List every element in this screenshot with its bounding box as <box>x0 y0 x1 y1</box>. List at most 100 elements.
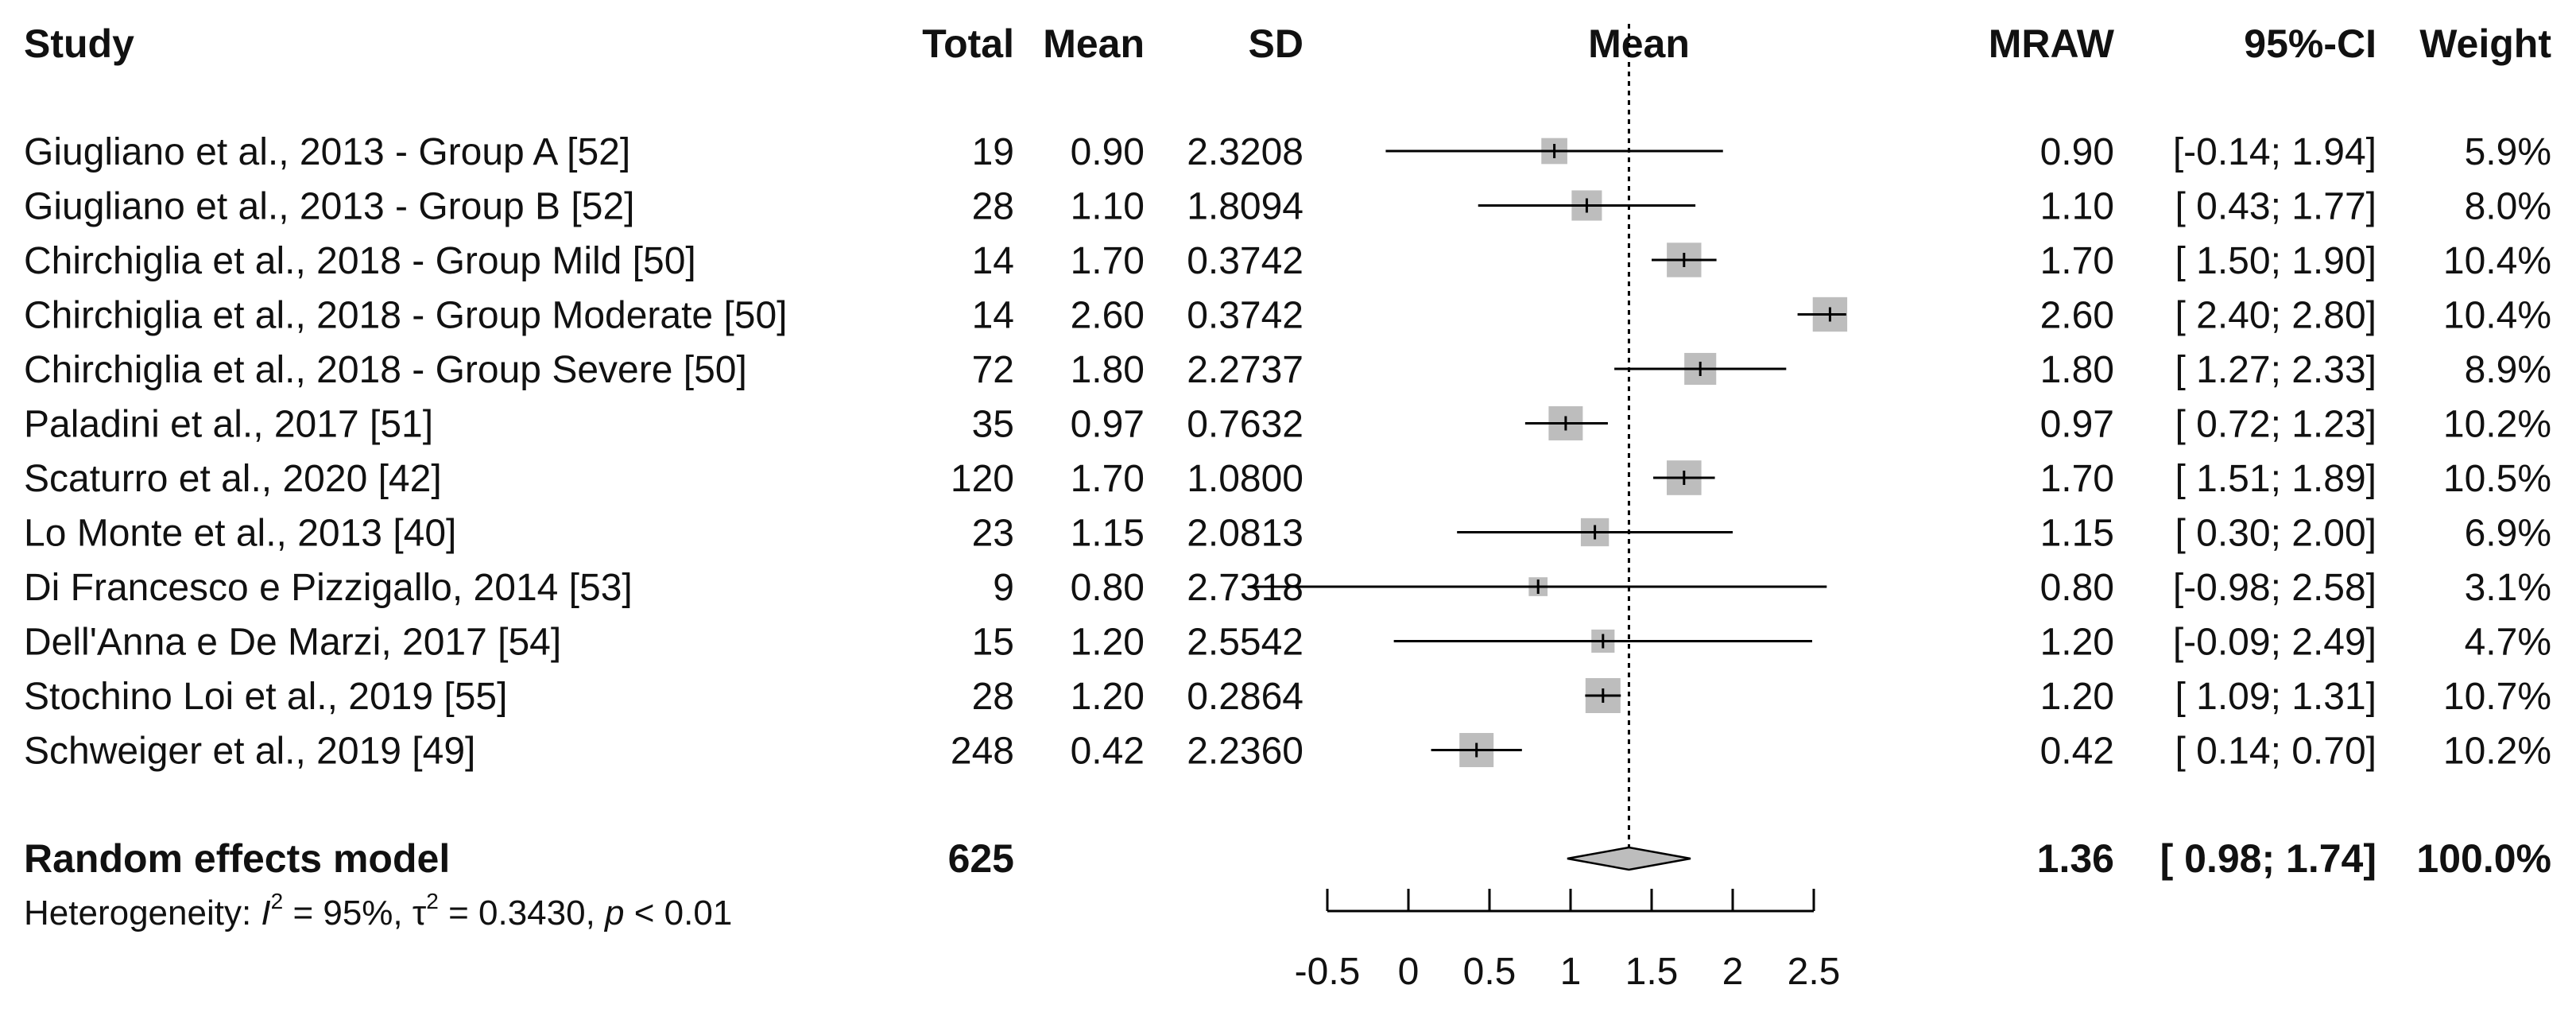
study-total: 14 <box>972 295 1014 337</box>
header-weight: Weight <box>2419 21 2551 66</box>
study-weight: 8.9% <box>2465 349 2551 391</box>
study-name: Schweiger et al., 2019 [49] <box>24 731 475 773</box>
study-sd: 2.0813 <box>1187 513 1303 555</box>
summary-label: Random effects model <box>24 836 450 881</box>
study-ci: [ 0.14; 0.70] <box>2175 731 2377 773</box>
study-weight: 8.0% <box>2465 186 2551 228</box>
study-total: 248 <box>951 731 1014 773</box>
study-sd: 2.5542 <box>1187 622 1303 664</box>
study-sd: 0.3742 <box>1187 240 1303 282</box>
study-name: Lo Monte et al., 2013 [40] <box>24 513 456 555</box>
study-total: 120 <box>951 458 1014 500</box>
summary-diamond <box>1567 846 1691 871</box>
het-tau-symbol: τ <box>413 894 427 933</box>
study-ci: [ 1.51; 1.89] <box>2175 458 2377 500</box>
study-weight: 10.2% <box>2443 404 2551 446</box>
x-tick-label: -0.5 <box>1295 951 1361 993</box>
study-sd: 2.2360 <box>1187 731 1303 773</box>
study-rows: Giugliano et al., 2013 - Group A [52] 19 0… <box>24 131 2551 773</box>
x-tick-label: 2 <box>1722 951 1744 993</box>
study-ci: [ 0.43; 1.77] <box>2175 186 2377 228</box>
study-ci: [ 1.09; 1.31] <box>2175 676 2377 718</box>
study-name: Giugliano et al., 2013 - Group B [52] <box>24 186 634 228</box>
study-total: 72 <box>972 349 1014 391</box>
study-ci: [ 0.72; 1.23] <box>2175 404 2377 446</box>
x-tick-label: 1 <box>1560 951 1582 993</box>
study-weight: 10.2% <box>2443 731 2551 773</box>
het-i2-symbol: I <box>261 894 270 933</box>
summary-ci: [ 0.98; 1.74] <box>2160 836 2377 881</box>
study-total: 35 <box>972 404 1014 446</box>
study-name: Dell'Anna e De Marzi, 2017 [54] <box>24 622 561 664</box>
summary-weight: 100.0% <box>2416 836 2551 881</box>
study-mean: 1.20 <box>1071 676 1145 718</box>
study-total: 28 <box>972 676 1014 718</box>
study-mean: 2.60 <box>1071 295 1145 337</box>
header-plot-mean: Mean <box>1588 21 1690 66</box>
het-p-symbol: p <box>603 894 624 933</box>
header-mraw: MRAW <box>1989 21 2115 66</box>
study-sd: 0.7632 <box>1187 404 1303 446</box>
study-name: Di Francesco e Pizzigallo, 2014 [53] <box>24 567 633 609</box>
study-name: Chirchiglia et al., 2018 - Group Mild [5… <box>24 240 696 282</box>
study-name: Stochino Loi et al., 2019 [55] <box>24 676 507 718</box>
study-mraw: 1.70 <box>2040 240 2114 282</box>
x-tick-label: 2.5 <box>1788 951 1841 993</box>
study-mraw: 1.20 <box>2040 622 2114 664</box>
het-tau-sup: 2 <box>426 889 439 913</box>
study-sd: 0.3742 <box>1187 295 1303 337</box>
plot-area: -0.5 0 0.5 1 1.5 2 2.5 <box>1249 24 1848 993</box>
header-study: Study <box>24 21 134 66</box>
study-mean: 1.70 <box>1071 458 1145 500</box>
x-tick-label: 0.5 <box>1463 951 1517 993</box>
study-name: Paladini et al., 2017 [51] <box>24 404 433 446</box>
study-sd: 1.0800 <box>1187 458 1303 500</box>
study-mraw: 2.60 <box>2040 295 2114 337</box>
study-weight: 6.9% <box>2465 513 2551 555</box>
header-sd: SD <box>1249 21 1303 66</box>
header-total: Total <box>922 21 1014 66</box>
study-mean: 1.20 <box>1071 622 1145 664</box>
study-ci: [ 2.40; 2.80] <box>2175 295 2377 337</box>
het-tau-value: = 0.3430, <box>439 894 605 933</box>
study-mraw: 1.80 <box>2040 349 2114 391</box>
header-ci: 95%-CI <box>2244 21 2377 66</box>
summary-row: Random effects model 625 1.36 [ 0.98; 1.… <box>24 836 2551 881</box>
study-name: Giugliano et al., 2013 - Group A [52] <box>24 131 630 173</box>
study-ci: [ 0.30; 2.00] <box>2175 513 2377 555</box>
study-mean: 1.15 <box>1071 513 1145 555</box>
study-ci: [ 1.50; 1.90] <box>2175 240 2377 282</box>
heterogeneity-text: Heterogeneity: I2 = 95%, τ2 = 0.3430, p … <box>24 889 732 933</box>
study-mean: 0.42 <box>1071 731 1145 773</box>
x-tick-label: 0 <box>1398 951 1420 993</box>
study-ci: [-0.14; 1.94] <box>2173 131 2377 173</box>
summary-total: 625 <box>948 836 1014 881</box>
study-weight: 10.4% <box>2443 240 2551 282</box>
study-total: 28 <box>972 186 1014 228</box>
study-total: 19 <box>972 131 1014 173</box>
het-p-value: < 0.01 <box>625 894 733 933</box>
study-mean: 0.80 <box>1071 567 1145 609</box>
study-weight: 10.5% <box>2443 458 2551 500</box>
study-sd: 2.3208 <box>1187 131 1303 173</box>
study-total: 9 <box>993 567 1014 609</box>
study-mraw: 0.90 <box>2040 131 2114 173</box>
study-name: Chirchiglia et al., 2018 - Group Moderat… <box>24 295 788 337</box>
study-mean: 1.70 <box>1071 240 1145 282</box>
study-mraw: 1.20 <box>2040 676 2114 718</box>
study-ci: [-0.98; 2.58] <box>2173 567 2377 609</box>
study-ci: [ 1.27; 2.33] <box>2175 349 2377 391</box>
study-sd: 2.2737 <box>1187 349 1303 391</box>
study-sd: 1.8094 <box>1187 186 1303 228</box>
study-name: Chirchiglia et al., 2018 - Group Severe … <box>24 349 747 391</box>
study-weight: 10.4% <box>2443 295 2551 337</box>
study-ci: [-0.09; 2.49] <box>2173 622 2377 664</box>
study-sd: 0.2864 <box>1187 676 1303 718</box>
header-mean: Mean <box>1043 21 1145 66</box>
het-i2-value: = 95%, <box>283 894 413 933</box>
study-mraw: 1.70 <box>2040 458 2114 500</box>
study-mean: 0.90 <box>1071 131 1145 173</box>
study-mraw: 0.42 <box>2040 731 2114 773</box>
study-total: 15 <box>972 622 1014 664</box>
